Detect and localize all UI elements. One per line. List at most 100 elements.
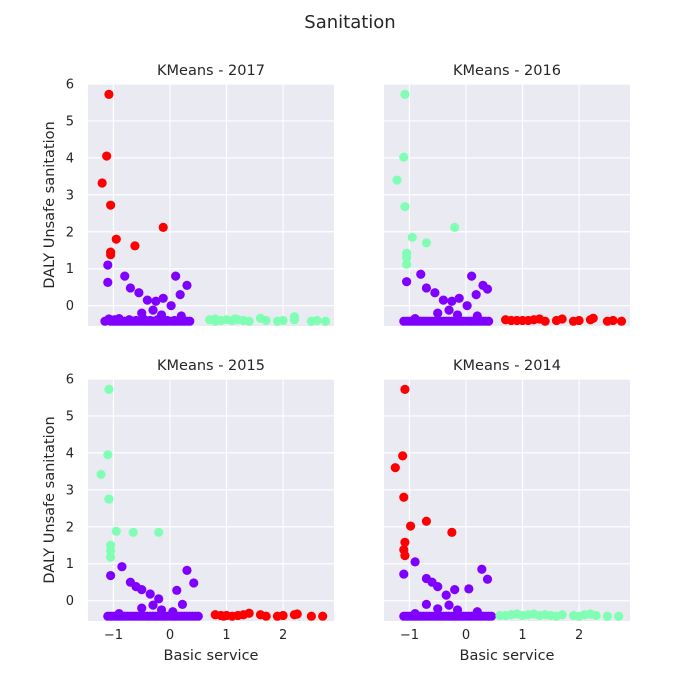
data-point bbox=[400, 202, 410, 212]
data-point bbox=[176, 311, 186, 321]
data-point bbox=[399, 152, 409, 162]
y-tick-label: 2 bbox=[66, 225, 74, 240]
data-point bbox=[482, 574, 493, 584]
data-point bbox=[106, 200, 116, 210]
data-point bbox=[405, 521, 416, 531]
data-point bbox=[433, 582, 443, 592]
data-point bbox=[407, 232, 417, 242]
data-point bbox=[574, 315, 584, 326]
x-tick-label: −1 bbox=[400, 628, 419, 643]
data-point bbox=[392, 175, 402, 185]
x-tick-label: 2 bbox=[575, 628, 583, 643]
data-point bbox=[421, 599, 432, 609]
data-point bbox=[125, 283, 136, 293]
x-axis-label: Basic service bbox=[164, 648, 259, 664]
y-tick-label: 6 bbox=[66, 373, 74, 388]
data-point bbox=[145, 315, 155, 326]
data-point bbox=[111, 234, 121, 244]
subplot-title: KMeans - 2017 bbox=[157, 63, 265, 79]
data-point bbox=[416, 269, 426, 279]
data-point bbox=[400, 537, 410, 547]
data-point bbox=[398, 451, 408, 461]
data-point bbox=[400, 384, 410, 394]
subplot-grid: 0 1 2 3 4 5 6 KMeans - 2017 DALY Unsafe sanitati… bbox=[42, 63, 630, 664]
data-point bbox=[131, 315, 141, 326]
data-point bbox=[158, 222, 168, 232]
data-point bbox=[588, 313, 598, 323]
plot-area bbox=[88, 84, 334, 326]
data-point bbox=[278, 315, 288, 326]
subplot-title: KMeans - 2014 bbox=[453, 358, 561, 374]
series-1 bbox=[204, 312, 331, 326]
data-point bbox=[433, 308, 443, 318]
data-point bbox=[450, 222, 460, 232]
data-point bbox=[128, 527, 138, 537]
data-point bbox=[148, 305, 158, 315]
data-point bbox=[421, 516, 432, 526]
y-tick-label: 2 bbox=[66, 520, 74, 535]
subplot-title: KMeans - 2015 bbox=[157, 358, 265, 374]
data-point bbox=[171, 271, 181, 281]
data-point bbox=[462, 301, 472, 311]
y-tick-label: 0 bbox=[66, 594, 74, 609]
data-point bbox=[452, 310, 463, 320]
data-point bbox=[278, 610, 288, 621]
y-tick-label: 3 bbox=[66, 188, 74, 203]
x-tick-label: 2 bbox=[279, 628, 287, 643]
data-point bbox=[444, 600, 454, 610]
data-point bbox=[410, 609, 420, 619]
data-point bbox=[402, 253, 412, 263]
data-point bbox=[289, 312, 300, 322]
series-0 bbox=[100, 260, 195, 326]
data-point bbox=[97, 178, 107, 188]
data-point bbox=[106, 250, 116, 260]
data-point bbox=[134, 288, 144, 298]
data-point bbox=[103, 260, 113, 270]
data-point bbox=[193, 611, 203, 621]
x-axis-label: Basic service bbox=[460, 648, 555, 664]
subplot-1: KMeans - 2016 bbox=[384, 63, 630, 326]
data-point bbox=[96, 469, 106, 479]
series-1 bbox=[96, 384, 164, 562]
data-point bbox=[444, 305, 454, 315]
data-point bbox=[137, 603, 147, 613]
data-point bbox=[472, 311, 482, 321]
data-point bbox=[189, 578, 199, 588]
data-point bbox=[261, 315, 271, 326]
data-point bbox=[156, 605, 167, 615]
data-point bbox=[402, 259, 412, 269]
data-point bbox=[320, 316, 331, 326]
data-point bbox=[185, 316, 195, 326]
data-point bbox=[452, 605, 463, 615]
y-tick-label: 5 bbox=[66, 114, 74, 129]
plot-area bbox=[384, 379, 630, 621]
data-point bbox=[210, 316, 220, 326]
data-point bbox=[608, 315, 618, 326]
series-0 bbox=[103, 562, 203, 621]
data-point bbox=[137, 308, 147, 318]
y-axis-label: DALY Unsafe sanitation bbox=[42, 121, 58, 288]
data-point bbox=[402, 277, 412, 287]
data-point bbox=[104, 384, 114, 394]
data-point bbox=[104, 494, 114, 504]
data-point bbox=[433, 604, 443, 614]
data-point bbox=[114, 609, 124, 619]
data-point bbox=[399, 569, 409, 579]
data-point bbox=[441, 590, 451, 600]
data-point bbox=[438, 295, 448, 305]
data-point bbox=[175, 289, 185, 300]
data-point bbox=[117, 562, 127, 572]
data-point bbox=[261, 611, 271, 621]
data-point bbox=[154, 594, 164, 604]
data-point bbox=[177, 599, 188, 609]
data-point bbox=[103, 450, 113, 460]
y-tick-label: 3 bbox=[66, 483, 74, 498]
data-point bbox=[400, 89, 410, 99]
data-point bbox=[130, 241, 140, 251]
data-point bbox=[454, 293, 464, 303]
data-point bbox=[114, 314, 124, 324]
series-0 bbox=[399, 557, 497, 621]
data-point bbox=[312, 315, 322, 326]
data-point bbox=[166, 301, 176, 311]
